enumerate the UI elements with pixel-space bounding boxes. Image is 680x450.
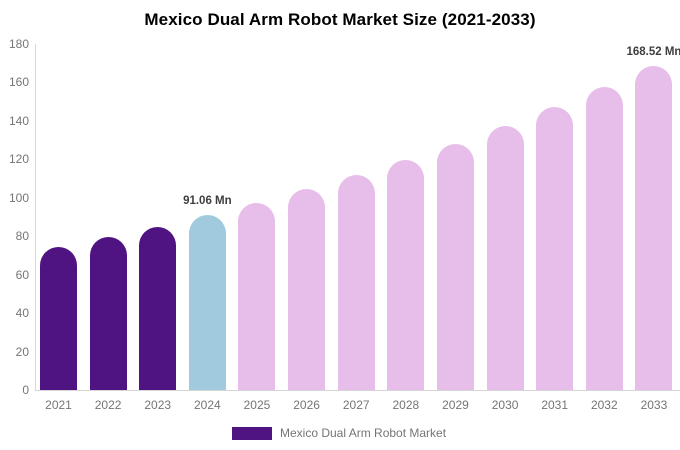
bar-2024: [189, 215, 226, 390]
x-axis-label-2032: 2032: [579, 398, 629, 412]
bar-2021: [40, 247, 77, 390]
y-axis-tick-label: 160: [0, 75, 29, 89]
y-axis-tick-label: 20: [0, 345, 29, 359]
bar-2031: [536, 107, 573, 390]
legend-swatch: [232, 427, 272, 440]
y-axis-tick-label: 40: [0, 306, 29, 320]
y-axis-tick-label: 120: [0, 152, 29, 166]
data-label-2024: 91.06 Mn: [183, 194, 232, 208]
plot-area: 0 20 40 60 80 100 120 140 160 180 2021202220232024…: [0, 0, 680, 450]
bar-2025: [238, 203, 275, 390]
x-axis-label-2033: 2033: [629, 398, 679, 412]
x-axis-label-2023: 2023: [133, 398, 183, 412]
y-axis-tick-label: 140: [0, 114, 29, 128]
bar-2028: [387, 160, 424, 390]
x-axis-label-2027: 2027: [331, 398, 381, 412]
y-axis-tick-label: 100: [0, 191, 29, 205]
y-axis-line: [35, 44, 36, 390]
y-axis-tick-label: 0: [0, 383, 29, 397]
x-axis-label-2021: 2021: [34, 398, 84, 412]
x-axis-label-2031: 2031: [530, 398, 580, 412]
bar-2029: [437, 144, 474, 390]
bar-2033: [635, 66, 672, 390]
bar-2022: [90, 237, 127, 390]
x-axis-label-2029: 2029: [430, 398, 480, 412]
data-label-2033: 168.52 Mn: [626, 45, 680, 59]
bar-2030: [487, 126, 524, 390]
x-axis-label-2030: 2030: [480, 398, 530, 412]
y-axis-tick-label: 180: [0, 37, 29, 51]
chart-frame: Mexico Dual Arm Robot Market Size (2021-…: [0, 0, 680, 450]
y-axis-tick-label: 80: [0, 229, 29, 243]
x-axis-label-2025: 2025: [232, 398, 282, 412]
x-axis-label-2026: 2026: [282, 398, 332, 412]
bar-2023: [139, 227, 176, 390]
y-axis-tick-label: 60: [0, 268, 29, 282]
x-axis-label-2028: 2028: [381, 398, 431, 412]
x-axis-label-2022: 2022: [83, 398, 133, 412]
bar-2026: [288, 189, 325, 390]
legend-label: Mexico Dual Arm Robot Market: [280, 426, 446, 441]
legend: Mexico Dual Arm Robot Market: [0, 425, 680, 445]
bar-2032: [586, 87, 623, 390]
x-axis-line: [35, 390, 680, 391]
bar-2027: [338, 175, 375, 390]
x-axis-label-2024: 2024: [182, 398, 232, 412]
